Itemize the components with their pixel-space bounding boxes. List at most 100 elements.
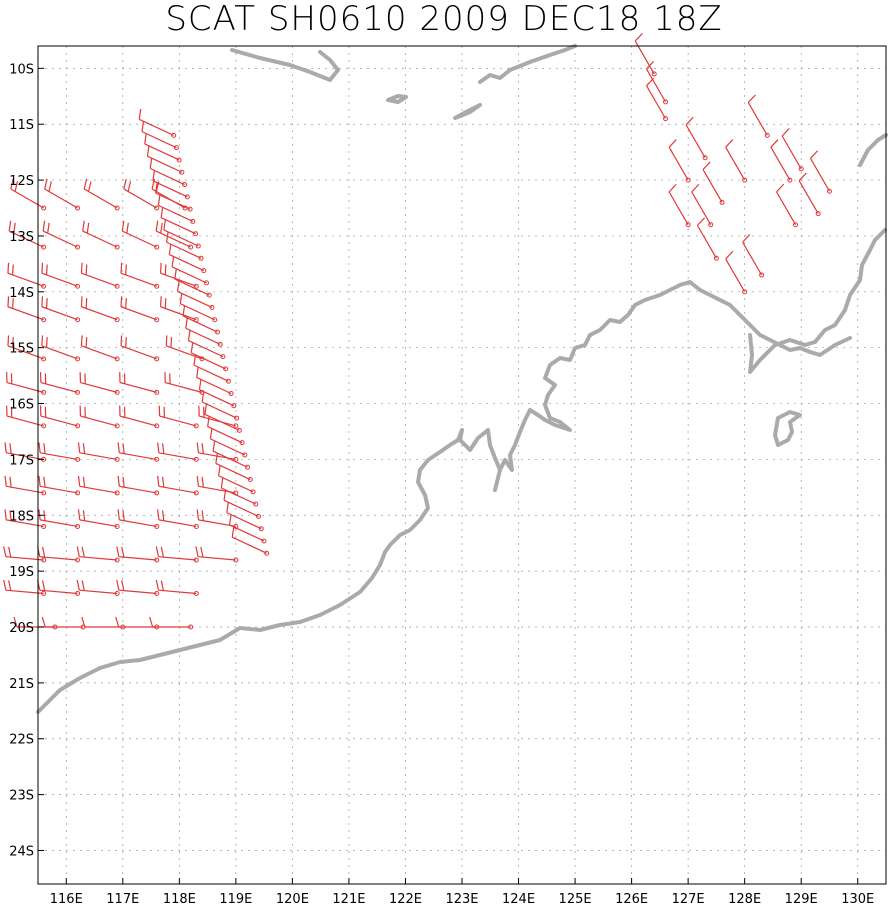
wind-barb bbox=[226, 502, 264, 532]
barb-feather bbox=[38, 475, 41, 487]
wind-barb bbox=[171, 256, 210, 286]
wind-barb bbox=[207, 416, 245, 446]
x-tick-label: 126E bbox=[615, 892, 648, 907]
wind-barb bbox=[83, 178, 120, 211]
wind-barb bbox=[76, 579, 120, 596]
wind-barb bbox=[696, 217, 719, 261]
barb-staff bbox=[169, 253, 205, 272]
barb-staff bbox=[44, 188, 78, 209]
wind-barb bbox=[646, 77, 669, 122]
barb-feather bbox=[157, 194, 161, 206]
barb-staff bbox=[41, 272, 78, 287]
barb-feather bbox=[691, 183, 700, 193]
coastline-island-small-1 bbox=[453, 103, 482, 120]
barb-staff bbox=[702, 169, 723, 203]
barb-feather bbox=[41, 262, 44, 274]
barb-staff bbox=[185, 327, 221, 345]
barb-feather bbox=[207, 416, 210, 427]
barb-feather bbox=[160, 546, 165, 558]
barb-feather bbox=[166, 231, 169, 243]
y-tick-label: 17S bbox=[9, 453, 34, 468]
barb-feather bbox=[7, 335, 10, 346]
barb-feather bbox=[9, 443, 12, 454]
wind-barb bbox=[209, 428, 248, 458]
x-tick-label: 117E bbox=[106, 892, 139, 907]
barb-feather bbox=[646, 60, 655, 70]
barb-staff bbox=[81, 306, 118, 321]
wind-barb bbox=[38, 475, 81, 496]
barb-feather bbox=[155, 579, 160, 591]
wind-barb bbox=[80, 296, 120, 323]
barb-feather bbox=[87, 181, 92, 192]
barb-staff bbox=[118, 589, 157, 595]
barb-feather bbox=[116, 579, 120, 591]
barb-staff bbox=[201, 401, 237, 419]
barb-feather bbox=[7, 262, 10, 274]
barb-feather bbox=[155, 220, 159, 232]
barb-feather bbox=[120, 335, 123, 346]
barb-feather bbox=[41, 296, 44, 307]
wind-barb bbox=[742, 234, 765, 278]
y-tick-label: 14S bbox=[9, 286, 34, 301]
barb-feather bbox=[116, 546, 120, 557]
barb-feather bbox=[117, 475, 120, 487]
wind-barbs bbox=[3, 33, 832, 630]
barb-feather bbox=[196, 509, 200, 520]
wind-barb bbox=[725, 139, 748, 183]
barb-feather bbox=[125, 298, 127, 309]
barb-staff bbox=[770, 146, 791, 181]
barb-staff bbox=[83, 188, 118, 209]
barb-staff bbox=[171, 266, 207, 284]
barb-staff bbox=[6, 519, 44, 528]
barb-feather bbox=[12, 337, 14, 348]
x-tick-label: 118E bbox=[163, 892, 196, 907]
wind-barb bbox=[163, 219, 201, 249]
x-tick-label: 127E bbox=[672, 892, 705, 907]
x-tick-label: 119E bbox=[219, 892, 252, 907]
barb-staff bbox=[188, 340, 224, 358]
wind-barb bbox=[144, 133, 182, 163]
barb-staff bbox=[182, 315, 218, 333]
barb-feather bbox=[668, 183, 677, 193]
barb-feather bbox=[160, 222, 163, 234]
barb-staff bbox=[159, 415, 197, 427]
wind-barb bbox=[152, 170, 190, 200]
barb-feather bbox=[122, 443, 125, 454]
barb-staff bbox=[747, 102, 768, 136]
barb-staff bbox=[158, 519, 197, 528]
barb-feather bbox=[76, 546, 80, 557]
barb-staff bbox=[190, 352, 226, 370]
barb-feather bbox=[4, 509, 7, 520]
barb-staff bbox=[668, 146, 689, 181]
barb-feather bbox=[85, 298, 88, 309]
wind-barb bbox=[781, 127, 804, 172]
barb-feather bbox=[117, 509, 120, 520]
barb-staff bbox=[6, 452, 44, 461]
wind-barb bbox=[77, 475, 120, 496]
wind-barb bbox=[776, 183, 799, 228]
barb-feather bbox=[76, 579, 80, 591]
wind-barb bbox=[119, 405, 160, 429]
barb-feather bbox=[164, 298, 167, 309]
barb-feather bbox=[41, 616, 46, 628]
barb-feather bbox=[121, 220, 125, 232]
wind-barb bbox=[157, 194, 196, 224]
barb-staff bbox=[123, 188, 158, 209]
barb-feather bbox=[634, 33, 643, 42]
barb-feather bbox=[38, 509, 41, 520]
barb-feather bbox=[38, 442, 41, 453]
chart-title: SCAT SH0610 2009 DEC18 18Z bbox=[165, 0, 723, 39]
barb-staff bbox=[212, 450, 248, 468]
wind-barb bbox=[215, 453, 253, 483]
coastline-island-sumba bbox=[230, 48, 340, 82]
barb-feather bbox=[82, 220, 85, 232]
barb-feather bbox=[126, 222, 129, 234]
wind-barb bbox=[179, 293, 218, 323]
barb-staff bbox=[122, 230, 157, 248]
barb-staff bbox=[155, 192, 191, 210]
wind-barb bbox=[116, 546, 160, 563]
barb-feather bbox=[123, 178, 127, 190]
barb-feather bbox=[149, 616, 154, 628]
wind-barb bbox=[3, 546, 47, 563]
wind-barb bbox=[116, 579, 160, 596]
